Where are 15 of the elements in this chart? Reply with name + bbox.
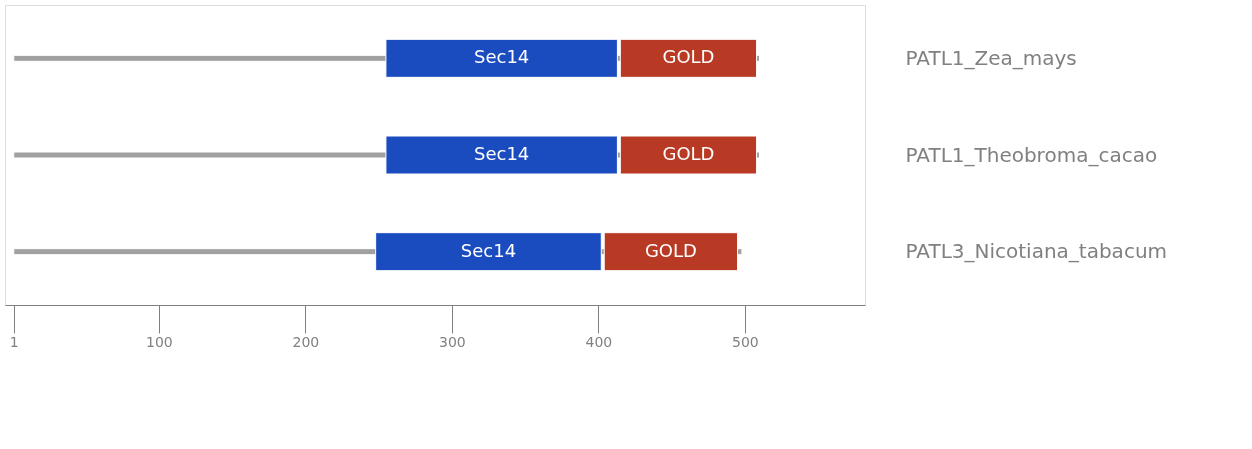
x-tick-label: 400 bbox=[585, 333, 613, 350]
x-tick-label: 100 bbox=[145, 333, 173, 350]
data-label: GOLD bbox=[644, 239, 697, 261]
data-label: Sec14 bbox=[474, 46, 530, 68]
data-label: Sec14 bbox=[474, 143, 530, 164]
y-tick-label: PATL1_Theobroma_cacao bbox=[905, 142, 1158, 167]
y-tick-label: PATL3_Nicotiana_tabacum bbox=[905, 239, 1168, 264]
y-tick-label: PATL1_Zea_mays bbox=[905, 45, 1077, 70]
x-tick-label: 500 bbox=[732, 333, 759, 350]
data-label: GOLD bbox=[662, 46, 715, 68]
x-tick-label: 300 bbox=[438, 333, 466, 350]
x-tick-label: 200 bbox=[292, 333, 320, 350]
data-label: GOLD bbox=[662, 143, 715, 164]
data-label: Sec14 bbox=[460, 239, 517, 261]
x-tick-label: 1 bbox=[9, 333, 19, 350]
